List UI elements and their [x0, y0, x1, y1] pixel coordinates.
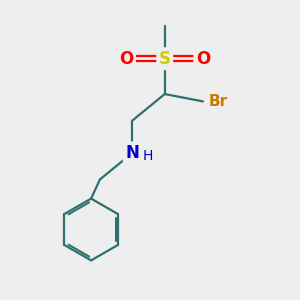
Text: N: N: [125, 144, 139, 162]
Text: S: S: [159, 50, 171, 68]
Text: O: O: [119, 50, 134, 68]
Text: Br: Br: [209, 94, 228, 109]
Text: O: O: [196, 50, 210, 68]
Text: H: H: [142, 149, 153, 164]
